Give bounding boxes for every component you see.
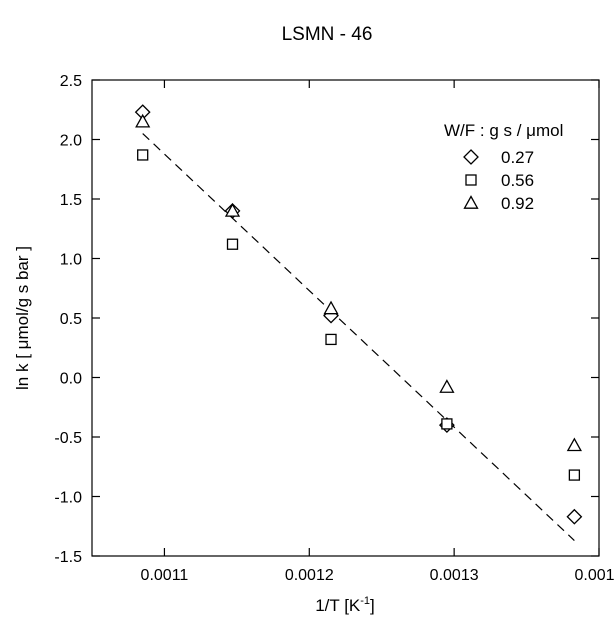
point-square — [226, 238, 239, 250]
point-square — [441, 418, 453, 430]
legend: W/F : g s / μmol 0.27 0.56 0.92 — [444, 121, 563, 213]
y-tick-label: -1.0 — [54, 490, 82, 507]
point-triangle — [439, 379, 455, 393]
y-tick-label: -1.5 — [54, 549, 82, 566]
legend-label: 0.56 — [501, 171, 534, 190]
y-tick-label: 2.5 — [60, 73, 82, 90]
fit-line — [142, 133, 575, 541]
y-tick-label: 1.0 — [60, 252, 82, 269]
point-square — [137, 149, 149, 161]
chart-title: LSMN - 46 — [282, 24, 373, 45]
x-tick-label: 0.0014 — [575, 567, 615, 584]
legend-marker-diamond — [463, 149, 479, 165]
x-axis-label-end: ] — [370, 596, 375, 615]
legend-marker-triangle — [463, 195, 479, 209]
point-square — [568, 469, 581, 481]
fit-line-layer — [142, 133, 575, 541]
y-axis-label: ln k [ μmol/g s bar ] — [13, 246, 32, 390]
legend-title: W/F : g s / μmol — [444, 121, 563, 140]
point-square — [325, 333, 337, 346]
data-points-layer — [134, 104, 583, 525]
y-tick-label: 2.0 — [60, 133, 82, 150]
legend-items: 0.27 0.56 0.92 — [463, 148, 534, 213]
point-triangle — [135, 113, 151, 128]
y-tick-label: 0.0 — [60, 371, 82, 388]
x-tick-label: 0.0012 — [285, 567, 334, 584]
y-tick-label: 1.5 — [60, 192, 82, 209]
y-tick-label: -0.5 — [54, 430, 82, 447]
legend-label: 0.92 — [501, 194, 534, 213]
x-tick-label: 0.0011 — [141, 567, 189, 584]
x-axis-label-main: 1/T [K — [315, 596, 361, 615]
point-triangle — [566, 437, 582, 452]
x-axis-label-superscript: -1 — [360, 595, 370, 607]
point-diamond — [566, 508, 583, 525]
legend-marker-square — [465, 174, 477, 186]
x-tick-label: 0.0013 — [430, 567, 479, 584]
x-axis-label: 1/T [K-1] — [315, 595, 375, 615]
point-triangle — [224, 203, 241, 217]
y-tick-label: 0.5 — [60, 311, 82, 328]
axis-ticks: -1.5 -1.0 -0.5 0.0 0.5 1.0 1.5 2.0 2.5 0.0011 0.00… — [54, 73, 615, 584]
legend-label: 0.27 — [501, 148, 534, 167]
point-triangle — [323, 300, 339, 315]
